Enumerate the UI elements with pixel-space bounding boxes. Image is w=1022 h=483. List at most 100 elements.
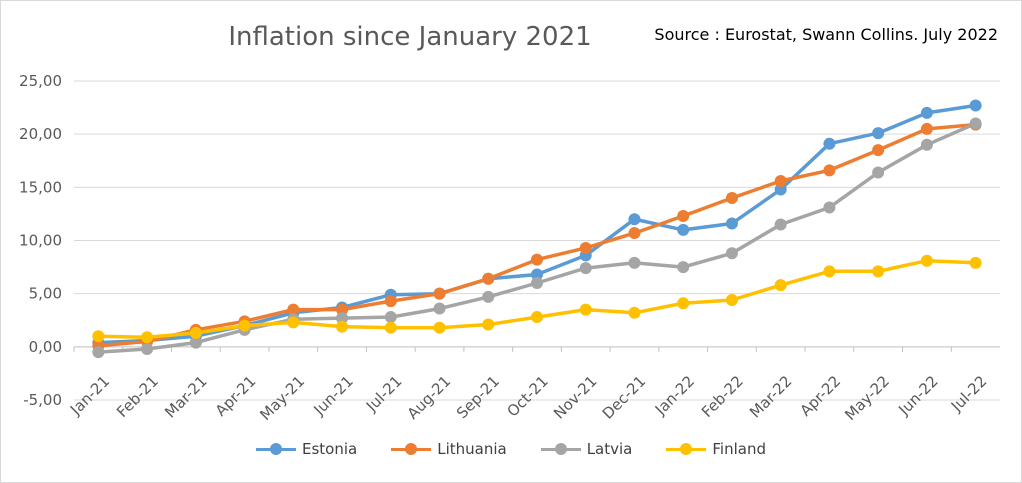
data-point-latvia bbox=[677, 261, 690, 274]
legend-marker-icon bbox=[666, 443, 707, 455]
legend-item-finland: Finland bbox=[666, 440, 766, 458]
data-point-finland bbox=[482, 318, 495, 331]
y-tick-label: 10,00 bbox=[19, 232, 62, 250]
data-point-latvia bbox=[189, 336, 202, 349]
x-tick-label: Apr-22 bbox=[797, 372, 845, 420]
legend-item-estonia: Estonia bbox=[256, 440, 357, 458]
data-point-estonia bbox=[677, 223, 690, 236]
data-point-lithuania bbox=[920, 122, 933, 135]
legend-label: Lithuania bbox=[437, 440, 507, 458]
data-point-lithuania bbox=[531, 253, 543, 266]
data-point-finland bbox=[384, 321, 397, 334]
legend-item-lithuania: Lithuania bbox=[391, 440, 507, 458]
x-tick-label: Jul-22 bbox=[947, 372, 991, 416]
legend-label: Latvia bbox=[586, 440, 633, 458]
data-point-lithuania bbox=[384, 295, 397, 308]
data-point-lithuania bbox=[725, 191, 738, 204]
series-points bbox=[92, 99, 982, 359]
x-tick-label: May-22 bbox=[841, 372, 893, 424]
data-point-latvia bbox=[336, 312, 349, 325]
data-point-finland bbox=[141, 331, 154, 344]
x-tick-label: Jun-22 bbox=[894, 372, 941, 419]
y-tick-label: -5,00 bbox=[23, 391, 62, 409]
data-point-lithuania bbox=[628, 227, 641, 240]
data-point-estonia bbox=[872, 127, 885, 140]
x-tick-label: Nov-21 bbox=[550, 372, 600, 422]
data-point-latvia bbox=[823, 201, 836, 214]
data-point-finland bbox=[677, 297, 690, 310]
data-point-lithuania bbox=[872, 144, 885, 157]
data-point-lithuania bbox=[579, 241, 592, 254]
chart-title: Inflation since January 2021 bbox=[228, 22, 592, 52]
data-point-latvia bbox=[774, 218, 787, 231]
x-tick-label: Oct-21 bbox=[503, 372, 551, 420]
data-point-finland bbox=[725, 294, 738, 307]
data-point-latvia bbox=[725, 247, 738, 260]
gridlines bbox=[74, 80, 1000, 401]
series-line-estonia bbox=[96, 103, 978, 345]
x-tick-label: Feb-21 bbox=[113, 372, 162, 421]
data-point-estonia bbox=[920, 106, 933, 119]
x-tick-label: Apr-21 bbox=[212, 372, 260, 420]
data-point-finland bbox=[872, 265, 885, 278]
data-point-finland bbox=[189, 327, 202, 340]
data-point-latvia bbox=[920, 138, 933, 151]
data-point-latvia bbox=[628, 256, 641, 269]
data-point-finland bbox=[774, 279, 787, 292]
legend-label: Estonia bbox=[302, 440, 358, 458]
x-tick-label: May-21 bbox=[256, 372, 308, 424]
legend-marker-icon bbox=[540, 443, 581, 455]
source-note: Source : Eurostat, Swann Collins. July 2… bbox=[654, 25, 998, 44]
data-point-finland bbox=[579, 303, 592, 316]
data-point-finland bbox=[823, 265, 836, 278]
data-point-latvia bbox=[433, 302, 446, 315]
data-point-latvia bbox=[482, 290, 495, 303]
data-point-latvia bbox=[531, 277, 543, 290]
data-point-finland bbox=[531, 311, 543, 324]
data-point-finland bbox=[92, 330, 105, 343]
data-point-lithuania bbox=[287, 303, 300, 316]
data-point-latvia bbox=[92, 346, 105, 359]
data-point-finland bbox=[920, 254, 933, 267]
legend-marker-icon bbox=[391, 443, 432, 455]
x-tick-label: Dec-21 bbox=[599, 372, 650, 423]
y-tick-label: 15,00 bbox=[19, 178, 62, 196]
legend-label: Finland bbox=[712, 440, 766, 458]
data-point-finland bbox=[969, 256, 982, 269]
data-point-latvia bbox=[384, 311, 397, 324]
x-tick-label: Sep-21 bbox=[453, 372, 503, 422]
x-tick-label: Aug-21 bbox=[404, 372, 455, 423]
x-tick-label: Jun-21 bbox=[310, 372, 357, 419]
data-point-latvia bbox=[872, 166, 885, 179]
data-point-finland bbox=[287, 316, 300, 329]
x-tick-label: Mar-21 bbox=[161, 372, 210, 421]
data-point-finland bbox=[238, 319, 251, 332]
data-point-lithuania bbox=[774, 174, 787, 187]
data-point-estonia bbox=[725, 217, 738, 230]
data-point-estonia bbox=[774, 183, 787, 196]
x-tick-label: Feb-22 bbox=[698, 372, 747, 421]
data-point-estonia bbox=[969, 99, 982, 112]
legend: Estonia Lithuania Latvia Finland bbox=[0, 440, 1022, 458]
x-tick-label: Jul-21 bbox=[362, 372, 406, 416]
y-tick-label: 20,00 bbox=[19, 125, 62, 143]
data-point-latvia bbox=[969, 117, 982, 130]
data-point-estonia bbox=[628, 213, 641, 226]
data-point-finland bbox=[433, 321, 446, 334]
data-point-lithuania bbox=[336, 303, 349, 316]
legend-marker-icon bbox=[256, 443, 296, 455]
data-point-lithuania bbox=[677, 210, 690, 223]
data-point-latvia bbox=[579, 262, 592, 275]
data-point-lithuania bbox=[433, 287, 446, 300]
data-point-finland bbox=[628, 306, 641, 319]
y-tick-label: 25,00 bbox=[19, 72, 62, 90]
data-point-estonia bbox=[531, 268, 543, 281]
y-axis-tick-labels: 25,00 20,00 15,00 10,00 5,00 0,00 -5,00 bbox=[19, 72, 62, 409]
data-point-latvia bbox=[141, 342, 154, 355]
data-point-finland bbox=[336, 320, 349, 333]
data-point-estonia bbox=[823, 137, 836, 150]
x-tick-label: Mar-22 bbox=[746, 372, 795, 421]
data-point-lithuania bbox=[823, 164, 836, 177]
